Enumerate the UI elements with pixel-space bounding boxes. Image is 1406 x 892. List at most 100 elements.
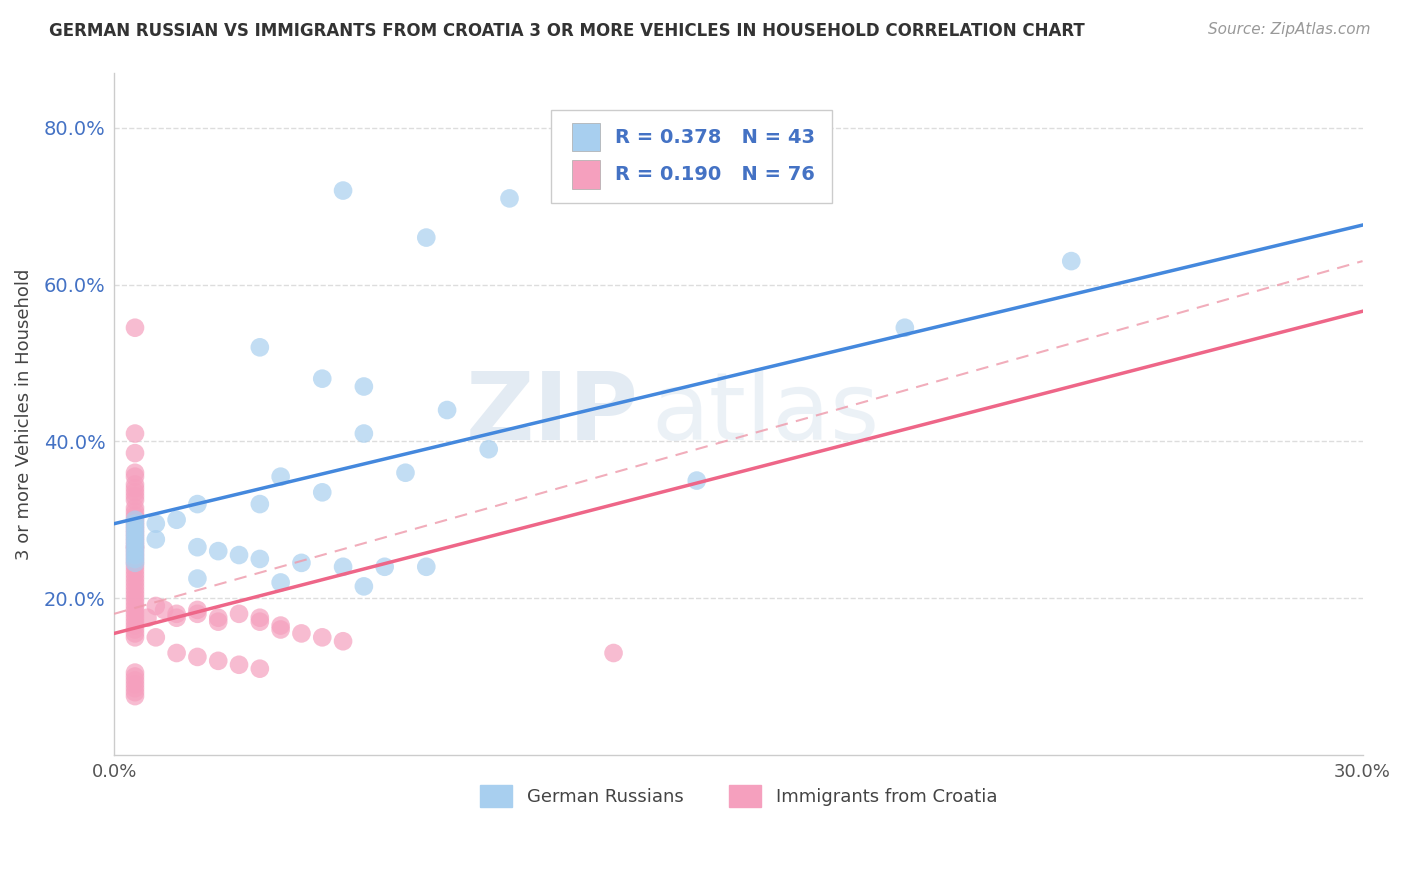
Point <box>124 572 146 586</box>
Point <box>124 533 146 547</box>
Point <box>124 485 146 500</box>
Point <box>124 426 146 441</box>
Point <box>186 497 208 511</box>
Point <box>124 681 146 696</box>
Point <box>124 520 146 534</box>
Point <box>124 677 146 691</box>
Point <box>186 649 208 664</box>
Point <box>436 403 458 417</box>
Point <box>124 540 146 554</box>
Point <box>249 611 271 625</box>
Point <box>124 626 146 640</box>
Point <box>353 426 375 441</box>
Point <box>311 485 333 500</box>
Point <box>124 548 146 562</box>
Point <box>249 662 271 676</box>
Point <box>332 634 354 648</box>
Point <box>498 191 520 205</box>
Point <box>290 556 312 570</box>
Point <box>124 665 146 680</box>
Point <box>136 611 159 625</box>
Point <box>415 230 437 244</box>
Point <box>124 505 146 519</box>
Text: R = 0.190   N = 76: R = 0.190 N = 76 <box>614 165 814 184</box>
Point <box>249 552 271 566</box>
Point <box>394 466 416 480</box>
Point <box>124 320 146 334</box>
Point <box>124 587 146 601</box>
Point <box>124 579 146 593</box>
Point <box>124 615 146 629</box>
Point <box>124 493 146 508</box>
Point <box>894 320 917 334</box>
Point <box>332 559 354 574</box>
Point <box>124 673 146 688</box>
Point <box>124 524 146 539</box>
Point <box>124 611 146 625</box>
Point <box>124 552 146 566</box>
Point <box>124 544 146 558</box>
Point <box>145 516 167 531</box>
Point <box>249 615 271 629</box>
Point <box>249 497 271 511</box>
Point <box>311 630 333 644</box>
Point <box>124 469 146 483</box>
Point <box>124 556 146 570</box>
Point <box>270 575 292 590</box>
Point <box>124 595 146 609</box>
Point <box>124 513 146 527</box>
Text: R = 0.378   N = 43: R = 0.378 N = 43 <box>614 128 815 146</box>
Point <box>124 508 146 523</box>
Point <box>124 528 146 542</box>
Point <box>186 572 208 586</box>
Point <box>124 567 146 582</box>
Point <box>124 466 146 480</box>
Point <box>124 544 146 558</box>
Point <box>124 516 146 531</box>
Point <box>124 685 146 699</box>
Y-axis label: 3 or more Vehicles in Household: 3 or more Vehicles in Household <box>15 268 32 559</box>
Point <box>207 544 229 558</box>
Text: GERMAN RUSSIAN VS IMMIGRANTS FROM CROATIA 3 OR MORE VEHICLES IN HOUSEHOLD CORREL: GERMAN RUSSIAN VS IMMIGRANTS FROM CROATI… <box>49 22 1085 40</box>
Text: Source: ZipAtlas.com: Source: ZipAtlas.com <box>1208 22 1371 37</box>
Text: ZIP: ZIP <box>465 368 638 460</box>
Point <box>145 599 167 613</box>
Point <box>686 474 709 488</box>
Point <box>207 615 229 629</box>
Point <box>166 646 188 660</box>
Point <box>124 540 146 554</box>
Point <box>124 559 146 574</box>
Point <box>270 469 292 483</box>
Text: atlas: atlas <box>651 368 879 460</box>
Point <box>124 536 146 550</box>
Point <box>124 603 146 617</box>
FancyBboxPatch shape <box>572 161 600 189</box>
Point <box>124 489 146 503</box>
Point <box>124 533 146 547</box>
Point <box>124 669 146 683</box>
Point <box>124 552 146 566</box>
Point <box>124 516 146 531</box>
Point <box>186 603 208 617</box>
Point <box>153 603 176 617</box>
Point <box>124 623 146 637</box>
Point <box>270 623 292 637</box>
Legend: German Russians, Immigrants from Croatia: German Russians, Immigrants from Croatia <box>472 778 1004 814</box>
Point <box>145 533 167 547</box>
Point <box>228 548 250 562</box>
Point <box>124 501 146 516</box>
Point <box>124 540 146 554</box>
Point <box>124 689 146 703</box>
Point <box>124 556 146 570</box>
Point <box>124 607 146 621</box>
Point <box>186 607 208 621</box>
Point <box>124 513 146 527</box>
Point <box>332 184 354 198</box>
Point <box>374 559 396 574</box>
Point <box>124 477 146 491</box>
Point <box>270 618 292 632</box>
FancyBboxPatch shape <box>551 111 832 202</box>
Point <box>124 524 146 539</box>
Point <box>124 528 146 542</box>
Point <box>186 540 208 554</box>
